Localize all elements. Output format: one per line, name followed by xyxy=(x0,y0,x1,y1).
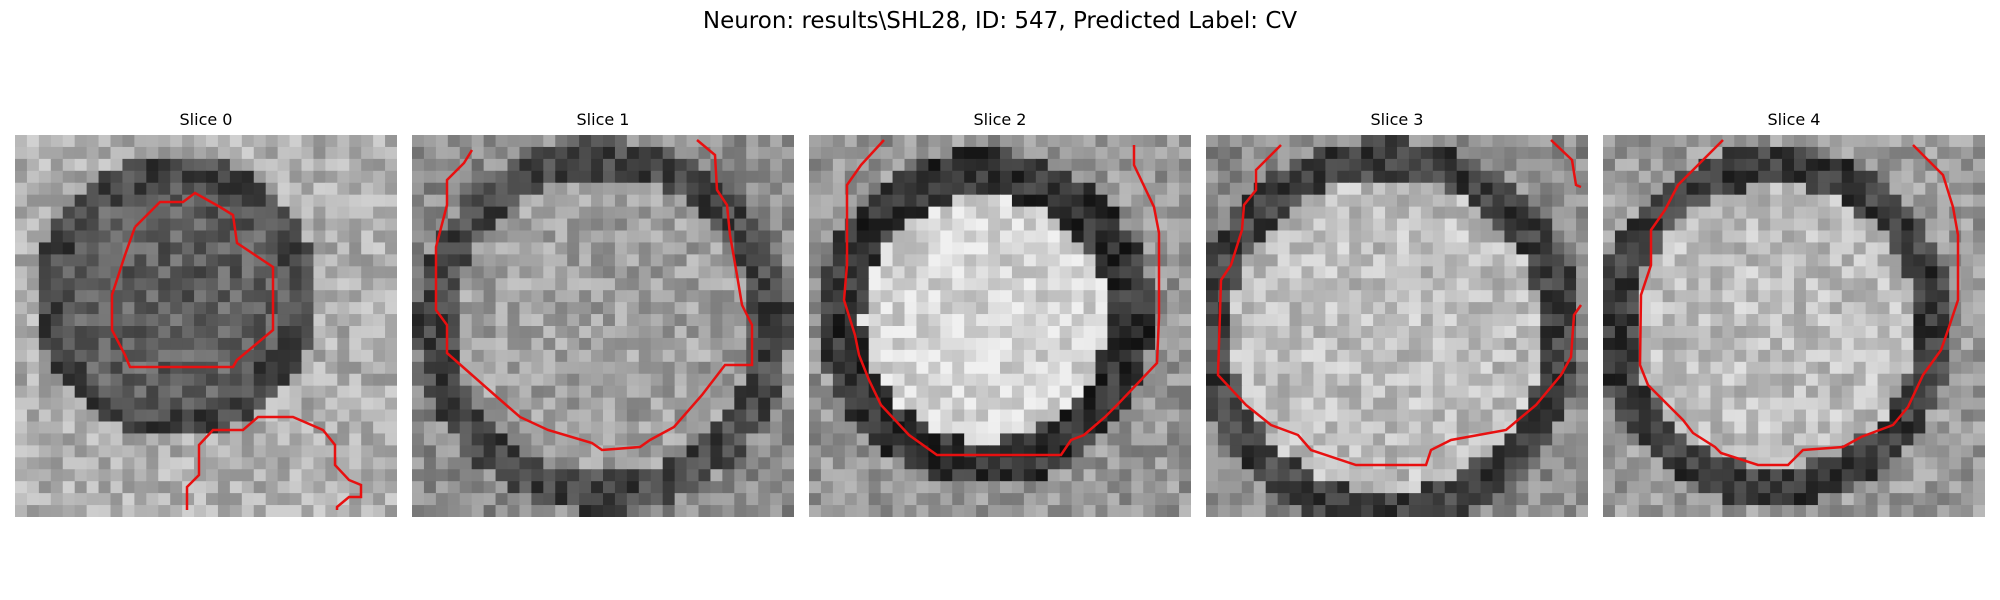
slice-0-contour-lower xyxy=(185,415,363,510)
figure-title: Neuron: results\SHL28, ID: 547, Predicte… xyxy=(702,8,1298,34)
slice-0-title: Slice 0 xyxy=(179,110,233,129)
slice-2-image xyxy=(809,135,1191,517)
slice-1-title: Slice 1 xyxy=(576,110,630,129)
slice-0-image xyxy=(15,135,397,517)
slice-3-title: Slice 3 xyxy=(1370,110,1424,129)
slice-1-pixel-grid xyxy=(412,135,794,517)
slice-1-contour xyxy=(434,139,754,452)
slice-4-image xyxy=(1603,135,1985,517)
slice-4-pixel-grid xyxy=(1603,135,1985,517)
slice-4-contour xyxy=(1638,139,1960,467)
slice-1-image xyxy=(412,135,794,517)
slice-3-contour-corner xyxy=(1550,139,1582,189)
slice-0-pixel-grid xyxy=(15,135,397,517)
slice-2-title: Slice 2 xyxy=(973,110,1027,129)
slice-2-contour xyxy=(842,139,1161,457)
slice-3-image xyxy=(1206,135,1588,517)
slice-3-pixel-grid xyxy=(1206,135,1588,517)
slice-4-title: Slice 4 xyxy=(1767,110,1821,129)
slice-3-contour-main xyxy=(1216,144,1583,467)
slice-2-pixel-grid xyxy=(809,135,1191,517)
slice-0-contour-main xyxy=(110,191,275,369)
